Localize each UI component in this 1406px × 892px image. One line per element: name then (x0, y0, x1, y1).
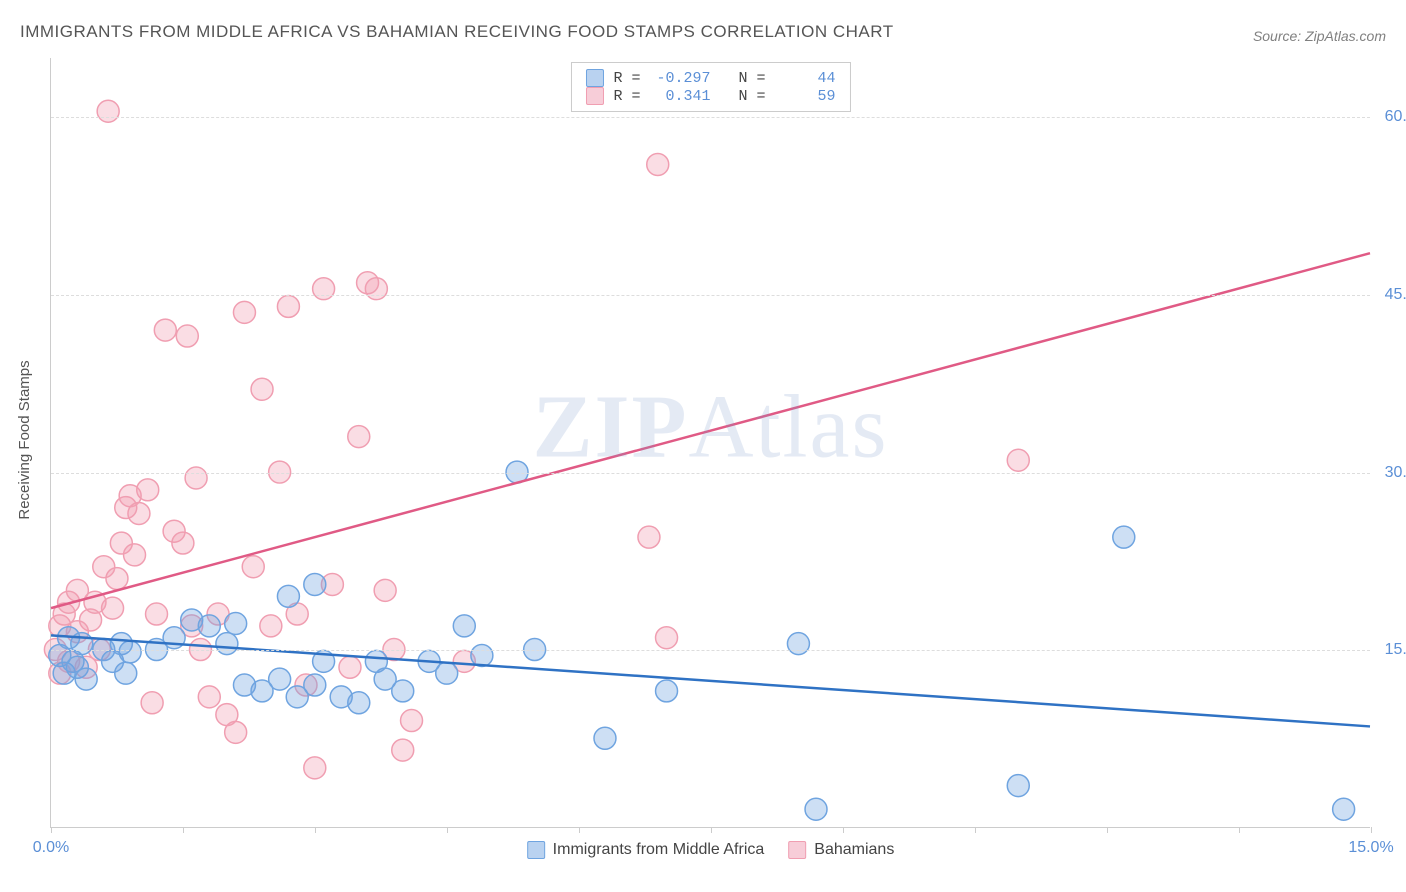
scatter-point (638, 526, 660, 548)
scatter-point (225, 721, 247, 743)
grid-line (51, 117, 1370, 118)
scatter-point (119, 641, 141, 663)
scatter-point (277, 295, 299, 317)
scatter-point (339, 656, 361, 678)
legend-n-value-2: 59 (776, 88, 836, 105)
scatter-point (401, 710, 423, 732)
scatter-point (124, 544, 146, 566)
legend-r-value-2: 0.341 (651, 88, 711, 105)
x-tick (447, 827, 448, 833)
scatter-point (198, 615, 220, 637)
scatter-point (115, 662, 137, 684)
scatter-point (137, 479, 159, 501)
scatter-point (453, 615, 475, 637)
scatter-point (348, 426, 370, 448)
scatter-point (277, 585, 299, 607)
y-tick-label: 60.0% (1375, 108, 1406, 126)
scatter-point (392, 680, 414, 702)
scatter-point (251, 378, 273, 400)
scatter-point (647, 153, 669, 175)
grid-line (51, 650, 1370, 651)
scatter-point (1007, 775, 1029, 797)
scatter-point (313, 278, 335, 300)
x-tick (975, 827, 976, 833)
scatter-point (656, 680, 678, 702)
scatter-point (146, 603, 168, 625)
scatter-point (392, 739, 414, 761)
x-tick (183, 827, 184, 833)
legend-series: Immigrants from Middle Africa Bahamians (527, 841, 895, 859)
x-tick (315, 827, 316, 833)
scatter-point (1333, 798, 1355, 820)
legend-n-label: N = (721, 70, 766, 87)
legend-r-label: R = (613, 70, 640, 87)
legend-label-1: Immigrants from Middle Africa (553, 841, 765, 859)
scatter-point (471, 644, 493, 666)
scatter-point (1007, 449, 1029, 471)
scatter-point (269, 668, 291, 690)
scatter-point (242, 556, 264, 578)
scatter-point (216, 633, 238, 655)
grid-line (51, 473, 1370, 474)
scatter-point (365, 278, 387, 300)
scatter-point (304, 674, 326, 696)
scatter-point (102, 597, 124, 619)
legend-item-series-1: Immigrants from Middle Africa (527, 841, 765, 859)
legend-r-label: R = (613, 88, 640, 105)
scatter-point (225, 613, 247, 635)
legend-swatch-pink (585, 87, 603, 105)
chart-svg (51, 58, 1370, 827)
scatter-point (348, 692, 370, 714)
x-tick (1107, 827, 1108, 833)
scatter-point (1113, 526, 1135, 548)
y-tick-label: 30.0% (1375, 464, 1406, 482)
legend-swatch-blue (585, 69, 603, 87)
scatter-point (128, 502, 150, 524)
scatter-point (594, 727, 616, 749)
source-attribution: Source: ZipAtlas.com (1253, 28, 1386, 44)
legend-r-value-1: -0.297 (651, 70, 711, 87)
y-tick-label: 45.0% (1375, 286, 1406, 304)
x-tick (579, 827, 580, 833)
scatter-point (176, 325, 198, 347)
x-tick (1239, 827, 1240, 833)
x-tick (1371, 827, 1372, 833)
scatter-point (805, 798, 827, 820)
chart-title: IMMIGRANTS FROM MIDDLE AFRICA VS BAHAMIA… (20, 22, 894, 42)
scatter-point (97, 100, 119, 122)
legend-label-2: Bahamians (814, 841, 894, 859)
scatter-point (374, 579, 396, 601)
legend-n-value-1: 44 (776, 70, 836, 87)
scatter-point (198, 686, 220, 708)
scatter-point (172, 532, 194, 554)
legend-swatch-pink (788, 841, 806, 859)
x-tick-label: 0.0% (33, 839, 69, 857)
x-tick (843, 827, 844, 833)
y-tick-label: 15.0% (1375, 641, 1406, 659)
x-tick (711, 827, 712, 833)
plot-area: ZIPAtlas R = -0.297 N = 44 R = 0.341 N =… (50, 58, 1370, 828)
scatter-point (154, 319, 176, 341)
legend-correlation: R = -0.297 N = 44 R = 0.341 N = 59 (570, 62, 850, 112)
scatter-point (656, 627, 678, 649)
scatter-point (75, 668, 97, 690)
scatter-point (260, 615, 282, 637)
legend-n-label: N = (721, 88, 766, 105)
scatter-point (787, 633, 809, 655)
x-tick (51, 827, 52, 833)
grid-line (51, 295, 1370, 296)
legend-row-series-1: R = -0.297 N = 44 (585, 69, 835, 87)
scatter-point (185, 467, 207, 489)
scatter-point (304, 757, 326, 779)
scatter-point (304, 573, 326, 595)
scatter-point (141, 692, 163, 714)
legend-swatch-blue (527, 841, 545, 859)
scatter-point (106, 568, 128, 590)
scatter-point (233, 301, 255, 323)
legend-item-series-2: Bahamians (788, 841, 894, 859)
y-axis-label: Receiving Food Stamps (16, 360, 33, 519)
legend-row-series-2: R = 0.341 N = 59 (585, 87, 835, 105)
scatter-point (436, 662, 458, 684)
x-tick-label: 15.0% (1348, 839, 1393, 857)
